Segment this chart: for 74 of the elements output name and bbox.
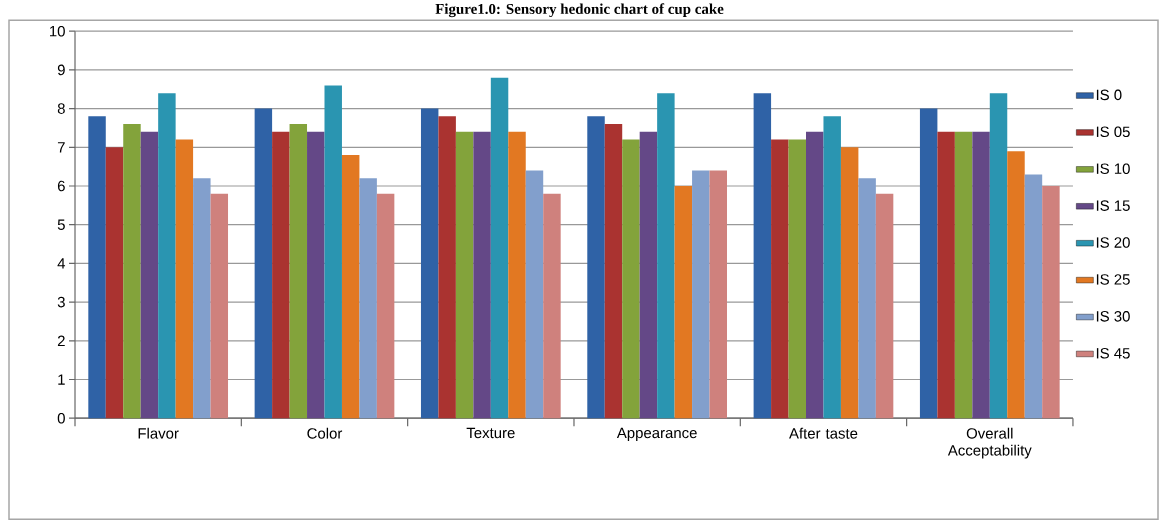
- bar: [254, 108, 273, 419]
- x-tick-label: Appearance: [616, 427, 697, 441]
- legend-label: IS 20: [1096, 237, 1130, 248]
- legend-label: IS 30: [1096, 310, 1130, 322]
- bar: [674, 185, 693, 419]
- bar: [989, 93, 1008, 419]
- bar: [140, 131, 159, 419]
- y-tick-label: 1: [58, 374, 65, 385]
- x-tick-label: Flavor: [138, 427, 179, 439]
- bar: [438, 116, 456, 419]
- bar: [105, 147, 124, 419]
- bar: [376, 193, 395, 419]
- y-tick-label: 0: [57, 412, 65, 424]
- bar: [840, 147, 859, 419]
- bar: [307, 131, 325, 419]
- y-tick-label: 6: [57, 180, 65, 192]
- bar: [289, 123, 308, 419]
- bar: [341, 154, 360, 419]
- bar: [875, 193, 894, 419]
- bar: [123, 123, 141, 419]
- bar: [806, 131, 824, 419]
- x-tick-label: After taste: [789, 427, 858, 439]
- bar: [473, 131, 491, 419]
- x-tick-label: Overall Acceptability: [947, 427, 1032, 459]
- legend-label: IS 10: [1096, 163, 1130, 174]
- bar: [210, 193, 229, 419]
- y-tick-label: 9: [57, 64, 65, 76]
- y-tick-label: 4: [57, 258, 66, 269]
- bar: [193, 178, 211, 419]
- bar: [88, 116, 106, 419]
- bar: [692, 170, 710, 419]
- y-tick-label: 8: [57, 103, 65, 114]
- bar: [788, 139, 806, 419]
- bar: [771, 139, 789, 419]
- bar: [543, 193, 561, 419]
- legend-label: IS 45: [1096, 347, 1130, 359]
- bar: [359, 178, 377, 419]
- bar: [490, 77, 509, 419]
- bar: [420, 108, 439, 419]
- bar: [525, 170, 544, 419]
- legend-label: IS 25: [1096, 274, 1130, 285]
- bar: [823, 116, 841, 419]
- x-tick-label: Color: [307, 427, 343, 439]
- bar: [622, 139, 640, 419]
- bar: [272, 131, 290, 419]
- bar: [709, 170, 727, 419]
- bar: [455, 131, 474, 419]
- y-tick-label: 10: [50, 25, 65, 37]
- bar: [175, 139, 194, 419]
- bar: [858, 178, 876, 419]
- bar: [639, 131, 658, 419]
- x-tick-label: Texture: [466, 427, 515, 439]
- bar: [972, 131, 990, 419]
- bar: [937, 131, 955, 419]
- chart-title: Figure1.0: Sensory hedonic chart of cup cake: [435, 3, 724, 18]
- bar: [954, 131, 973, 419]
- bar: [508, 131, 526, 419]
- legend-label: IS 15: [1096, 200, 1130, 211]
- bar: [1024, 174, 1043, 419]
- y-tick-label: 7: [57, 142, 65, 153]
- bar: [657, 93, 675, 419]
- legend-label: IS 05: [1096, 126, 1130, 137]
- bar: [1042, 185, 1060, 419]
- bar: [604, 123, 623, 419]
- bar: [158, 93, 176, 419]
- bar: [753, 93, 772, 419]
- bar: [919, 108, 938, 419]
- legend-label: IS 0: [1096, 89, 1122, 101]
- y-tick-label: 5: [57, 219, 65, 230]
- y-tick-label: 2: [57, 335, 65, 346]
- bar: [324, 85, 342, 419]
- bar: [587, 116, 605, 419]
- y-tick-label: 3: [57, 296, 65, 308]
- bar: [1007, 151, 1025, 419]
